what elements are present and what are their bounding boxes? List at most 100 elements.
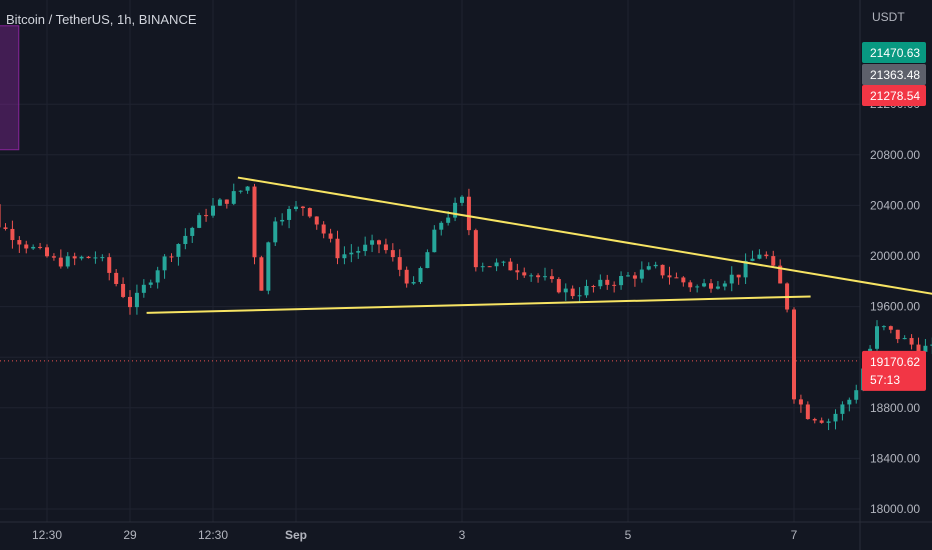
- candle-up: [176, 244, 181, 257]
- candle-up: [653, 264, 658, 267]
- candle-down: [224, 199, 229, 204]
- candle-down: [508, 261, 513, 271]
- price-axis-currency: USDT: [872, 10, 905, 24]
- candle-up: [439, 222, 444, 230]
- candle-down: [0, 204, 1, 228]
- candle-down: [612, 284, 617, 286]
- candle-up: [217, 199, 222, 206]
- candle-up: [577, 295, 582, 297]
- candle-up: [342, 254, 347, 259]
- candle-up: [238, 190, 243, 192]
- candle-down: [86, 256, 91, 259]
- x-tick-label: Sep: [285, 528, 307, 542]
- candle-down: [605, 279, 610, 285]
- price-badge: [862, 85, 926, 106]
- candle-down: [383, 244, 388, 251]
- candle-up: [280, 219, 285, 222]
- candle-down: [570, 288, 575, 297]
- price-badge-value: 21278.54: [870, 89, 920, 103]
- candle-down: [45, 247, 49, 257]
- candle-up: [211, 205, 215, 216]
- candle-up: [460, 196, 464, 203]
- candle-up: [197, 215, 202, 228]
- current-price-badge: [862, 350, 926, 391]
- candle-up: [273, 221, 278, 243]
- candle-down: [556, 279, 561, 293]
- x-tick-label: 7: [791, 528, 798, 542]
- candle-down: [736, 274, 741, 278]
- candle-down: [328, 233, 333, 239]
- candle-down: [38, 246, 43, 248]
- candle-up: [840, 404, 845, 414]
- price-badge: [862, 64, 926, 85]
- candle-up: [349, 252, 354, 255]
- candle-up: [598, 279, 603, 287]
- candle-down: [805, 404, 810, 420]
- candle-down: [397, 257, 402, 270]
- candle-down: [709, 283, 713, 289]
- candle-down: [895, 329, 900, 340]
- candle-down: [681, 277, 686, 283]
- candle-up: [923, 345, 928, 352]
- candle-up: [356, 251, 361, 253]
- candle-up: [563, 288, 568, 293]
- symbol-title: Bitcoin / TetherUS, 1h, BINANCE: [6, 12, 197, 27]
- candle-up: [100, 257, 105, 259]
- candle-up: [543, 276, 547, 278]
- candle-down: [916, 344, 921, 352]
- trendline-upper: [237, 176, 932, 295]
- candle-up: [854, 390, 859, 400]
- highlight-box: [0, 25, 20, 151]
- candle-down: [549, 276, 554, 280]
- candle-up: [930, 344, 932, 346]
- candle-up: [432, 229, 437, 253]
- x-tick-label: 12:30: [32, 528, 62, 542]
- candle-up: [31, 246, 36, 249]
- candle-down: [792, 309, 796, 400]
- y-tick-label: 20000.00: [870, 249, 920, 263]
- price-badge-value: 21363.48: [870, 68, 920, 82]
- y-tick-label: 18000.00: [870, 502, 920, 516]
- candle-down: [252, 186, 257, 258]
- candle-up: [287, 209, 292, 220]
- y-tick-label: 19600.00: [870, 300, 920, 314]
- x-tick-label: 5: [625, 528, 632, 542]
- candle-up: [418, 268, 423, 283]
- candle-down: [58, 257, 63, 267]
- candle-down: [24, 244, 29, 249]
- candle-up: [584, 286, 589, 296]
- candle-up: [619, 276, 624, 286]
- candle-down: [114, 272, 119, 284]
- candle-up: [162, 256, 167, 271]
- candle-up: [425, 252, 430, 269]
- candle-down: [390, 250, 395, 258]
- candle-down: [51, 256, 56, 258]
- y-tick-label: 20400.00: [870, 198, 920, 212]
- candle-down: [515, 270, 520, 273]
- x-tick-label: 3: [459, 528, 466, 542]
- candle-up: [141, 284, 146, 293]
- candle-down: [321, 224, 326, 234]
- candle-down: [307, 208, 312, 217]
- candle-up: [190, 227, 195, 236]
- candle-down: [473, 230, 478, 268]
- candle-down: [536, 275, 541, 278]
- candle-up: [183, 235, 188, 245]
- y-tick-label: 18800.00: [870, 401, 920, 415]
- candle-up: [65, 256, 70, 267]
- candle-down: [259, 257, 264, 291]
- candle-up: [79, 256, 84, 259]
- candle-up: [833, 413, 838, 422]
- candle-up: [902, 338, 907, 340]
- candle-up: [715, 286, 720, 289]
- candle-up: [370, 240, 375, 245]
- candle-down: [3, 227, 8, 229]
- countdown-label: 57:13: [870, 373, 900, 387]
- candle-down: [632, 275, 637, 279]
- candle-up: [231, 191, 236, 204]
- candle-down: [72, 256, 77, 259]
- candle-down: [888, 326, 893, 330]
- candle-up: [453, 202, 458, 218]
- candle-up: [626, 275, 630, 277]
